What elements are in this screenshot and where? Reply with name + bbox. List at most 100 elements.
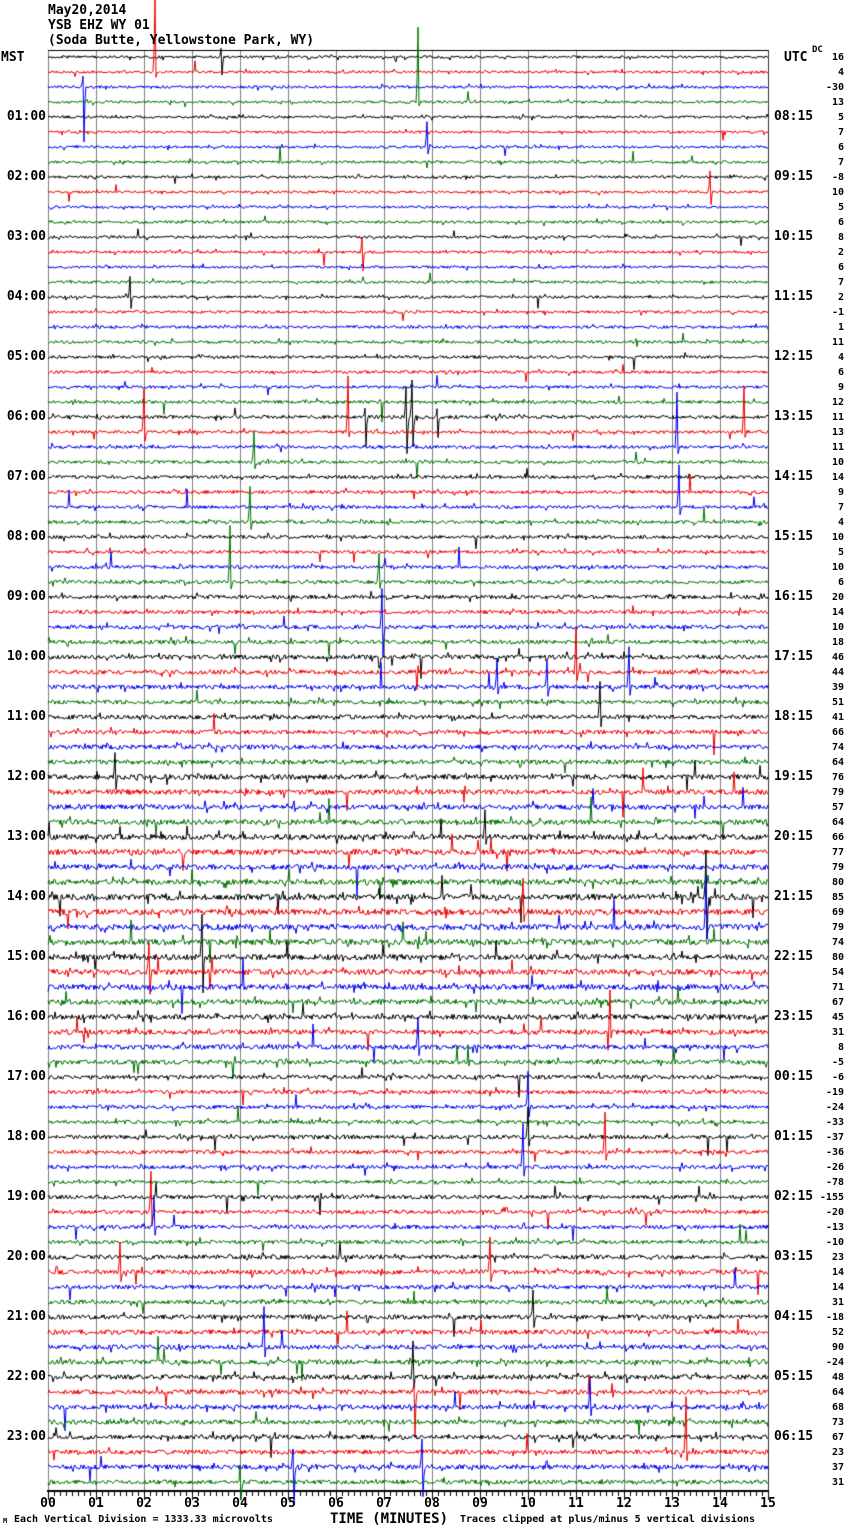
hour-label-mst: 04:00	[6, 289, 46, 304]
hour-label-mst: 16:00	[6, 1009, 46, 1024]
dc-value: 13	[831, 427, 844, 438]
dc-value: 90	[831, 1342, 844, 1353]
dc-value: 64	[831, 757, 844, 768]
hour-label-mst: 21:00	[6, 1309, 46, 1324]
dc-value: 31	[831, 1027, 844, 1038]
dc-value: 10	[831, 562, 844, 573]
dc-value: 44	[831, 667, 844, 678]
dc-value: 2	[837, 292, 844, 303]
hour-label-utc: 05:15	[774, 1369, 814, 1384]
minute-tick-label: 10	[520, 1496, 536, 1511]
hour-label-mst: 07:00	[6, 469, 46, 484]
dc-value: 64	[831, 817, 844, 828]
dc-value: -24	[825, 1357, 844, 1368]
hour-label-mst: 06:00	[6, 409, 46, 424]
hour-label-mst: 15:00	[6, 949, 46, 964]
dc-value: -26	[825, 1162, 844, 1173]
hour-label-utc: 16:15	[774, 589, 814, 604]
minute-tick-label: 06	[328, 1496, 344, 1511]
dc-value: 11	[831, 442, 844, 453]
hour-label-mst: 02:00	[6, 169, 46, 184]
dc-value: 23	[831, 1252, 844, 1263]
hour-label-utc: 00:15	[774, 1069, 814, 1084]
title-location: (Soda Butte, Yellowstone Park, WY)	[48, 33, 315, 48]
dc-value: 10	[831, 622, 844, 633]
left-timezone-header: MST	[1, 50, 25, 65]
hour-label-mst: 03:00	[6, 229, 46, 244]
dc-value: 46	[831, 652, 844, 663]
dc-value: 14	[831, 1282, 844, 1293]
x-axis-title: TIME (MINUTES)	[330, 1511, 449, 1527]
dc-value: 79	[831, 862, 844, 873]
dc-value: 4	[837, 517, 844, 528]
dc-value: 14	[831, 472, 844, 483]
minute-tick-label: 03	[184, 1496, 200, 1511]
hour-label-mst: 19:00	[6, 1189, 46, 1204]
dc-value: 64	[831, 1387, 844, 1398]
clip-note: Traces clipped at plus/minus 5 vertical …	[460, 1514, 756, 1525]
hour-label-utc: 19:15	[774, 769, 814, 784]
dc-value: 20	[831, 592, 844, 603]
minute-tick-label: 07	[376, 1496, 392, 1511]
hour-label-utc: 10:15	[774, 229, 814, 244]
dc-value: 6	[837, 577, 844, 588]
dc-value: -30	[825, 82, 844, 93]
minute-tick-label: 05	[280, 1496, 296, 1511]
minute-tick-label: 00	[40, 1496, 56, 1511]
dc-value: 13	[831, 97, 844, 108]
hour-label-utc: 09:15	[774, 169, 814, 184]
dc-value: 77	[831, 847, 844, 858]
hour-label-utc: 18:15	[774, 709, 814, 724]
dc-value: 52	[831, 1327, 844, 1338]
hour-label-mst: 05:00	[6, 349, 46, 364]
hour-label-mst: 22:00	[6, 1369, 46, 1384]
dc-value: 6	[837, 367, 844, 378]
dc-value: -8	[831, 172, 844, 183]
hour-label-utc: 02:15	[774, 1189, 814, 1204]
dc-value: 66	[831, 727, 844, 738]
dc-value: 14	[831, 1267, 844, 1278]
minute-tick-label: 12	[616, 1496, 632, 1511]
dc-value: 31	[831, 1477, 844, 1488]
minute-tick-label: 09	[472, 1496, 488, 1511]
dc-value: 10	[831, 457, 844, 468]
right-timezone-header: UTC	[784, 50, 808, 65]
hour-label-mst: 23:00	[6, 1429, 46, 1444]
minute-tick-label: 14	[712, 1496, 728, 1511]
dc-value: 57	[831, 802, 844, 813]
dc-value: 74	[831, 742, 844, 753]
hour-label-utc: 17:15	[774, 649, 814, 664]
dc-value: 5	[837, 112, 844, 123]
dc-value: 67	[831, 1432, 844, 1443]
hour-label-utc: 03:15	[774, 1249, 814, 1264]
minute-tick-label: 15	[760, 1496, 776, 1511]
hour-label-utc: 23:15	[774, 1009, 814, 1024]
dc-value: 76	[831, 772, 844, 783]
dc-value: -5	[831, 1057, 844, 1068]
hour-label-utc: 11:15	[774, 289, 814, 304]
hour-label-mst: 10:00	[6, 649, 46, 664]
dc-value: 41	[831, 712, 844, 723]
dc-value: 85	[831, 892, 844, 903]
hour-label-utc: 08:15	[774, 109, 814, 124]
dc-value: -13	[825, 1222, 844, 1233]
dc-value: 7	[837, 502, 844, 513]
dc-value: 71	[831, 982, 844, 993]
dc-value: 80	[831, 952, 844, 963]
dc-value: 16	[831, 52, 844, 63]
hour-label-utc: 04:15	[774, 1309, 814, 1324]
dc-value: 12	[831, 397, 844, 408]
dc-value: -19	[825, 1087, 844, 1098]
dc-value: 68	[831, 1402, 844, 1413]
hour-label-utc: 14:15	[774, 469, 814, 484]
dc-value: 45	[831, 1012, 844, 1023]
dc-value: 39	[831, 682, 844, 693]
hour-label-mst: 18:00	[6, 1129, 46, 1144]
dc-value: -36	[825, 1147, 844, 1158]
dc-value: 31	[831, 1297, 844, 1308]
title-station: YSB EHZ WY 01	[48, 18, 150, 33]
dc-value: -24	[825, 1102, 844, 1113]
dc-value: -1	[831, 307, 844, 318]
